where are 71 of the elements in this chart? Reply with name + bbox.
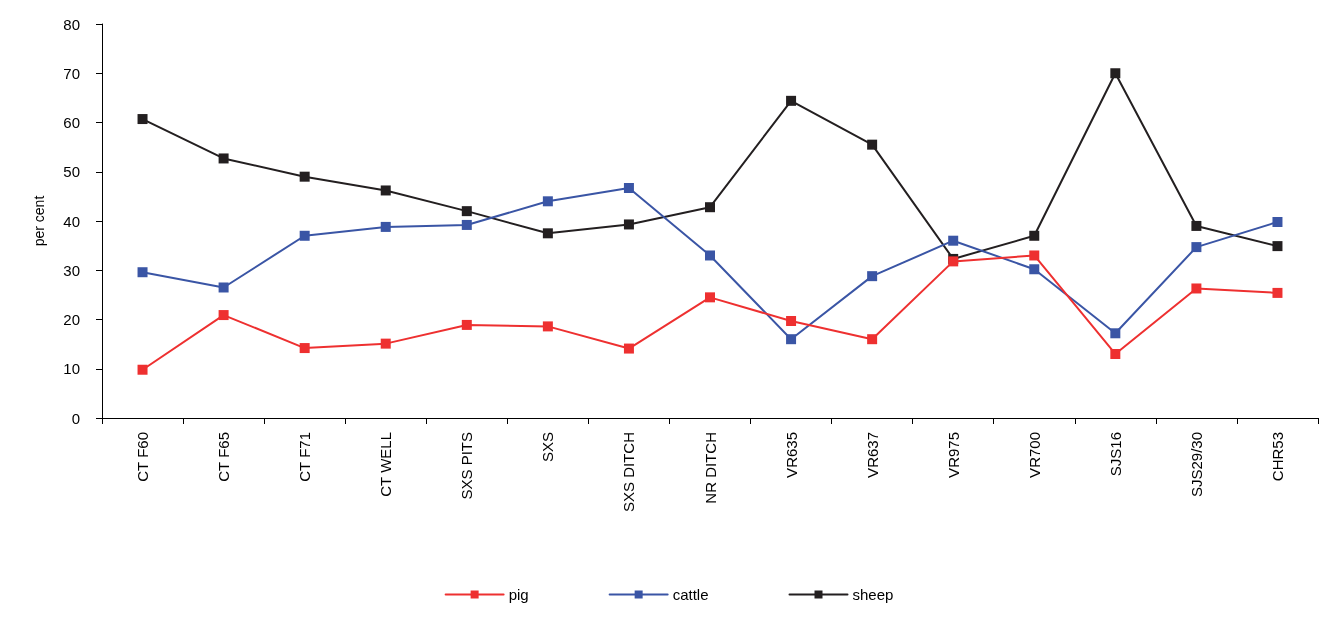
- point: [137, 364, 148, 375]
- y-tick-label: 20: [63, 311, 80, 328]
- point: [1272, 287, 1283, 298]
- point: [137, 267, 148, 278]
- y-tick-label: 0: [71, 409, 80, 427]
- y-tick-label: 80: [63, 15, 80, 33]
- point: [1029, 264, 1040, 275]
- point: [542, 321, 553, 332]
- point: [1191, 283, 1202, 294]
- point: [299, 343, 310, 354]
- x-tick-label: SXS: [539, 432, 557, 463]
- point: [705, 202, 715, 213]
- point: [218, 310, 229, 321]
- x-tick-label: SXS PITS: [458, 432, 476, 500]
- x-tick-label: CT WELL: [377, 432, 395, 497]
- point: [380, 338, 391, 349]
- point: [1191, 242, 1202, 253]
- point: [1110, 348, 1121, 359]
- y-tick-label: 70: [63, 64, 80, 82]
- point: [542, 228, 553, 239]
- point: [623, 219, 634, 230]
- point: [218, 153, 229, 164]
- x-tick-label: NR DITCH: [701, 432, 719, 504]
- x-tick-label: SJS16: [1106, 432, 1124, 477]
- x-tick-label: CT F71: [296, 432, 314, 482]
- point: [786, 334, 797, 345]
- point: [1029, 230, 1040, 241]
- point: [380, 185, 391, 196]
- legend-label: cattle: [672, 586, 709, 603]
- point: [623, 183, 634, 193]
- y-tick-label: 10: [63, 360, 80, 378]
- point: [542, 196, 553, 207]
- x-tick-label: VR637: [863, 432, 881, 478]
- point: [705, 292, 715, 303]
- point: [218, 282, 229, 293]
- point: [948, 235, 959, 246]
- point: [1272, 241, 1283, 252]
- x-tick-label: CHR53: [1268, 432, 1286, 482]
- x-tick-label: SJS29/30: [1187, 432, 1205, 498]
- point: [461, 319, 472, 330]
- x-tick-label: VR635: [782, 432, 800, 478]
- point: [299, 230, 310, 241]
- x-tick-label: SXS DITCH: [620, 432, 638, 513]
- point: [867, 271, 878, 282]
- y-tick-label: 30: [63, 261, 80, 279]
- point: [867, 139, 878, 150]
- point: [867, 334, 878, 345]
- x-tick-label: CT F60: [134, 432, 152, 482]
- point: [786, 315, 797, 326]
- point: [461, 206, 472, 217]
- point: [1272, 216, 1283, 227]
- point: [1110, 68, 1121, 79]
- legend-label: pig: [508, 586, 529, 603]
- x-tick-label: CT F65: [215, 432, 233, 482]
- y-tick-label: 60: [63, 114, 80, 131]
- legend-label: sheep: [852, 586, 894, 603]
- y-tick-label: 50: [63, 163, 80, 181]
- point: [299, 171, 310, 182]
- point: [137, 114, 148, 125]
- point: [1029, 250, 1040, 261]
- point: [623, 343, 634, 354]
- point: [705, 250, 715, 261]
- point: [1191, 220, 1202, 231]
- y-tick-label: 40: [63, 212, 80, 230]
- y-axis-title: per cent: [31, 195, 47, 247]
- x-tick-label: VR975: [944, 432, 962, 478]
- point: [1110, 328, 1121, 339]
- x-tick-label: VR700: [1025, 432, 1043, 478]
- point: [461, 219, 472, 230]
- point: [786, 95, 797, 106]
- point: [380, 221, 391, 232]
